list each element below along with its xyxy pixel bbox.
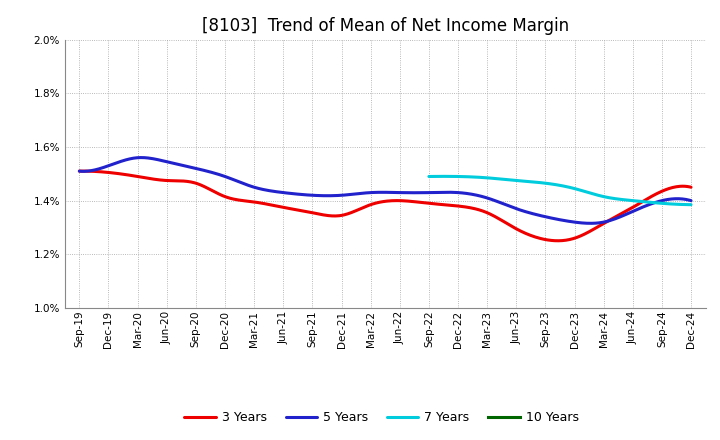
7 Years <box>567 185 575 191</box>
7 Years <box>440 174 449 179</box>
5 Years <box>408 190 416 195</box>
7 Years <box>581 189 590 194</box>
3 Years <box>579 232 588 238</box>
3 Years <box>553 238 562 243</box>
Legend: 3 Years, 5 Years, 7 Years, 10 Years: 3 Years, 5 Years, 7 Years, 10 Years <box>179 407 584 429</box>
3 Years <box>371 201 379 206</box>
7 Years <box>681 202 690 207</box>
3 Years <box>408 199 416 204</box>
5 Years <box>136 155 145 160</box>
5 Years <box>366 190 375 195</box>
7 Years <box>549 182 558 187</box>
3 Years <box>687 185 696 190</box>
5 Years <box>441 190 449 195</box>
5 Years <box>675 196 683 202</box>
Line: 7 Years: 7 Years <box>429 176 691 205</box>
Line: 3 Years: 3 Years <box>79 171 691 241</box>
3 Years <box>366 202 375 207</box>
5 Years <box>586 221 595 226</box>
7 Years <box>640 199 649 205</box>
Line: 5 Years: 5 Years <box>79 158 691 224</box>
7 Years <box>425 174 433 179</box>
3 Years <box>75 169 84 174</box>
7 Years <box>687 202 696 207</box>
5 Years <box>687 198 696 203</box>
5 Years <box>577 220 586 226</box>
7 Years <box>552 182 560 187</box>
3 Years <box>675 184 683 189</box>
Title: [8103]  Trend of Mean of Net Income Margin: [8103] Trend of Mean of Net Income Margi… <box>202 17 569 35</box>
3 Years <box>78 169 87 174</box>
5 Years <box>75 169 84 174</box>
3 Years <box>441 202 449 207</box>
5 Years <box>371 190 379 195</box>
